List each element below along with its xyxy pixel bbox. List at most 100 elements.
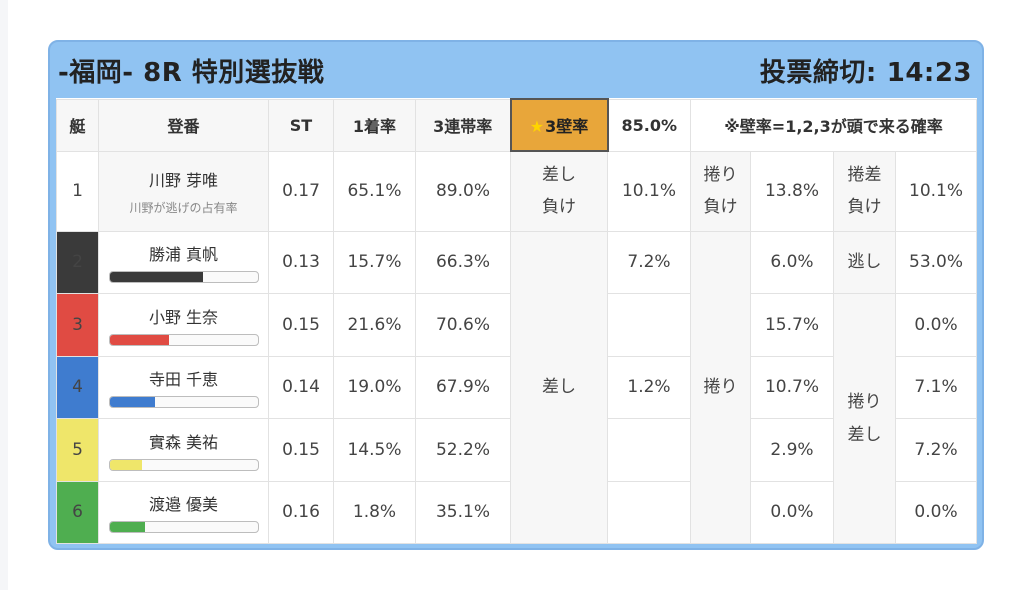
sashi-lose-value: 10.1% [607, 150, 691, 232]
racer-name: 川野 芽唯 [148, 170, 219, 190]
kimarite-line: 負け [847, 197, 882, 217]
racer-cell: 實森 美祐 [98, 418, 269, 482]
table-row: 1 川野 芽唯 川野が逃げの占有率 0.17 65.1% 89.0% 差し 負け… [56, 150, 978, 232]
race-title: -福岡- 8R 特別選抜戦 [58, 57, 325, 88]
nige-value: 53.0% [894, 230, 978, 294]
kimarite-line: 捲り [703, 164, 738, 185]
race-header: -福岡- 8R 特別選抜戦 投票締切: 14:23 [50, 42, 982, 98]
race-card: -福岡- 8R 特別選抜戦 投票締切: 14:23 艇 登番 ST 1着率 3連帯… [48, 40, 984, 550]
boat-number: 3 [56, 293, 99, 357]
racer-cell: 寺田 千恵 [98, 355, 269, 419]
kabe-note: ※壁率=1,2,3が頭で来る確率 [689, 98, 978, 152]
first-rate-value: 1.8% [333, 480, 416, 544]
table-header-row: 艇 登番 ST 1着率 3連帯率 ★3壁率 85.0% ※壁率=1,2,3が頭で… [56, 98, 978, 152]
racer-cell: 川野 芽唯 川野が逃げの占有率 [98, 150, 269, 232]
kimarite-nige: 逃し [833, 230, 896, 294]
boat-number: 5 [56, 418, 99, 482]
racer-bar-fill [109, 334, 169, 345]
col-boat: 艇 [56, 98, 99, 152]
racer-cell: 小野 生奈 [98, 293, 269, 357]
top3-rate-value: 66.3% [415, 230, 511, 294]
top3-rate-value: 89.0% [415, 150, 511, 232]
racer-name: 寺田 千恵 [148, 370, 219, 390]
makuri-value: 15.7% [750, 293, 834, 357]
makuri-value: 10.7% [750, 355, 834, 419]
st-value: 0.15 [268, 293, 334, 357]
makurisashi-lose-value: 10.1% [894, 150, 978, 232]
racer-name: 小野 生奈 [148, 307, 219, 327]
kimarite-makurisashi: 捲り 差し [833, 293, 896, 544]
top3-rate-value: 70.6% [415, 293, 511, 357]
racer-bar [108, 396, 259, 409]
kimarite-line: 捲差 [847, 164, 882, 185]
col-top3-rate: 3連帯率 [415, 98, 511, 152]
table-row: 6 渡邉 優美 0.16 1.8% 35.1% 0.0% 0.0% [56, 480, 978, 544]
col-first-rate: 1着率 [333, 98, 416, 152]
first-rate-value: 14.5% [333, 418, 416, 482]
col-st: ST [268, 98, 334, 152]
kimarite-line: 負け [703, 197, 738, 217]
racer-name: 渡邉 優美 [148, 495, 219, 515]
st-value: 0.14 [268, 355, 334, 419]
first-rate-value: 19.0% [333, 355, 416, 419]
racer-cell: 勝浦 真帆 [98, 230, 269, 294]
st-value: 0.17 [268, 150, 334, 232]
col-kabe-rate[interactable]: ★3壁率 [509, 98, 609, 152]
col-name: 登番 [98, 98, 269, 152]
makuri-value: 6.0% [750, 230, 834, 294]
sashi-value [607, 293, 691, 357]
racer-name: 實森 美祐 [148, 432, 219, 452]
makurisashi-value: 7.1% [894, 355, 978, 419]
table-row: 2 勝浦 真帆 0.13 15.7% 66.3% 差し 7.2% 捲り 6.0%… [56, 230, 978, 544]
racer-bar [108, 458, 259, 471]
racer-bar [108, 271, 259, 284]
kimarite-line: 捲り [847, 392, 882, 413]
vote-deadline: 投票締切: 14:23 [760, 52, 972, 89]
makurisashi-value: 7.2% [894, 418, 978, 482]
kimarite-line: 差し [542, 164, 576, 185]
st-value: 0.13 [268, 230, 334, 294]
first-rate-value: 65.1% [333, 150, 416, 232]
kabe-value: 85.0% [607, 98, 691, 152]
table-row: 4 寺田 千恵 0.14 19.0% 67.9% 1.2% 10.7% 7.1% [56, 355, 978, 419]
kimarite-makuri-lose: 捲り 負け [690, 150, 751, 232]
first-rate-value: 15.7% [333, 230, 416, 294]
st-value: 0.15 [268, 418, 334, 482]
boat-number: 2 [56, 230, 99, 294]
kimarite-makuri: 捲り [690, 230, 751, 544]
racer-bar [108, 333, 259, 346]
star-icon: ★ [529, 117, 545, 136]
first-rate-value: 21.6% [333, 293, 416, 357]
racer-note: 川野が逃げの占有率 [129, 200, 238, 215]
kabe-label: 3壁率 [545, 117, 589, 136]
top3-rate-value: 67.9% [415, 355, 511, 419]
kimarite-sashi: 差し [510, 230, 608, 544]
makurisashi-value: 0.0% [894, 480, 978, 544]
racer-name: 勝浦 真帆 [148, 245, 219, 265]
boat-number: 6 [56, 480, 99, 544]
racer-bar-fill [109, 397, 156, 408]
racer-bar-fill [109, 272, 203, 283]
racer-bar-fill [109, 522, 146, 533]
sashi-value [607, 418, 691, 482]
table-row: 3 小野 生奈 0.15 21.6% 70.6% 15.7% 捲り 差し 0.0… [56, 293, 978, 544]
sashi-value: 1.2% [607, 355, 691, 419]
page-left-strip [0, 0, 8, 590]
makurisashi-value: 0.0% [894, 293, 978, 357]
kimarite-line: 差し [847, 424, 882, 445]
top3-rate-value: 35.1% [415, 480, 511, 544]
racer-cell: 渡邉 優美 [98, 480, 269, 544]
makuri-lose-value: 13.8% [750, 150, 834, 232]
deadline-time: 14:23 [886, 57, 972, 88]
st-value: 0.16 [268, 480, 334, 544]
table-row: 5 實森 美祐 0.15 14.5% 52.2% 2.9% 7.2% [56, 418, 978, 482]
sashi-value: 7.2% [607, 230, 691, 294]
racer-bar [108, 521, 259, 534]
race-stats-table: 艇 登番 ST 1着率 3連帯率 ★3壁率 85.0% ※壁率=1,2,3が頭で… [56, 98, 978, 544]
top3-rate-value: 52.2% [415, 418, 511, 482]
sashi-value [607, 480, 691, 544]
boat-number: 4 [56, 355, 99, 419]
makuri-value: 2.9% [750, 418, 834, 482]
boat-number: 1 [56, 150, 99, 232]
racer-bar-fill [109, 459, 143, 470]
